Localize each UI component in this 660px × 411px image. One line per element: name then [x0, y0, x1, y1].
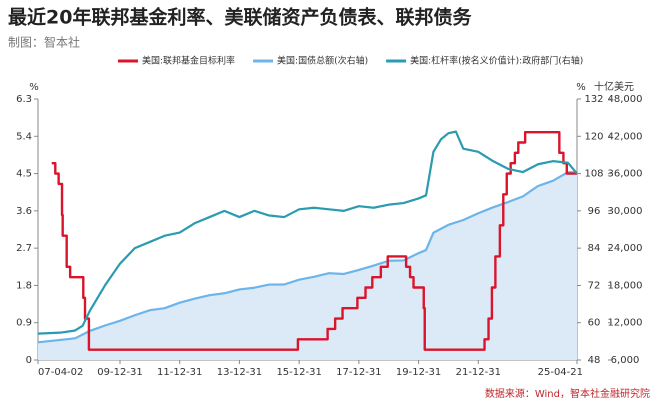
- y3ticks-label: 30,000: [608, 206, 643, 217]
- legend-label: 美国:国债总额(次右轴): [277, 55, 368, 67]
- x-tick-label: 13-12-31: [217, 367, 262, 378]
- y3ticks-label: 48,000: [608, 94, 643, 105]
- source: 数据来源：Wind，智本社金融研究院: [485, 387, 650, 400]
- x-tick-label: 21-12-31: [456, 367, 501, 378]
- yticks-label: 1.8: [16, 280, 32, 291]
- y3-unit: 十亿美元: [594, 80, 634, 93]
- yticks-label: 2.7: [16, 243, 32, 254]
- x-tick-label: 19-12-31: [396, 367, 441, 378]
- yticks-label: 0: [26, 355, 32, 366]
- y3ticks-label: 18,000: [608, 280, 643, 291]
- x-tick-label: 07-04-02: [38, 367, 83, 378]
- yticks-label: 3.6: [16, 206, 32, 217]
- y3ticks-label: 36,000: [608, 169, 643, 180]
- y3ticks-label: 6,000: [611, 355, 640, 366]
- y2ticks-label: 72: [588, 280, 601, 291]
- yticks-label: 0.9: [16, 318, 32, 329]
- x-tick-label: 15-12-31: [276, 367, 321, 378]
- x-tick-label: 25-04-21: [538, 367, 583, 378]
- series-line: [37, 130, 578, 335]
- yticks-label: 5.4: [16, 131, 32, 142]
- x-tick-label: 11-12-31: [157, 367, 202, 378]
- yticks-label: 6.3: [16, 94, 32, 105]
- yticks-label: 4.5: [16, 169, 32, 180]
- y2ticks-label: 84: [588, 243, 601, 254]
- y2ticks-label: 48: [588, 355, 601, 366]
- x-tick-label: 17-12-31: [336, 367, 381, 378]
- area: [38, 172, 577, 360]
- y3ticks-label: 12,000: [608, 318, 643, 329]
- y-unit: %: [29, 82, 39, 93]
- chart-title: 最近20年联邦基金利率、美联储资产负债表、联邦债务: [8, 6, 472, 29]
- y3ticks-label: 24,000: [608, 243, 643, 254]
- legend-label: 美国:联邦基金目标利率: [142, 55, 235, 67]
- y2ticks-label: 60: [588, 318, 601, 329]
- x-tick-label: 09-12-31: [97, 367, 142, 378]
- series-line: [51, 130, 577, 351]
- y2ticks-label: 132: [584, 94, 603, 105]
- chart-subtitle: 制图：智本社: [8, 35, 80, 50]
- legend-label: 美国:杠杆率(按名义价值计):政府部门(右轴): [410, 55, 583, 67]
- y2ticks-label: 120: [584, 131, 603, 142]
- y3ticks-label: 42,000: [608, 131, 643, 142]
- y2ticks-label: 108: [584, 169, 603, 180]
- y2-unit: %: [576, 82, 586, 93]
- y2ticks-label: 96: [588, 206, 601, 217]
